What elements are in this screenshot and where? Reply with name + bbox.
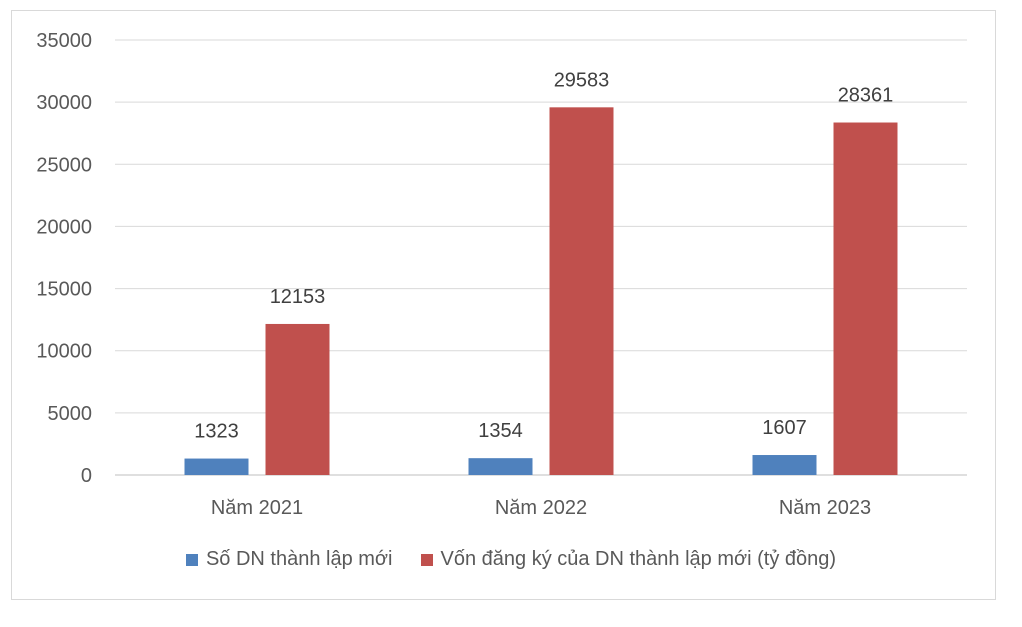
y-tick-label: 15000 [36, 279, 92, 301]
y-tick-label: 0 [81, 465, 92, 487]
y-axis-ticks: 0 5000 10000 15000 20000 25000 30000 35000 [36, 30, 92, 487]
data-labels: 1323 12153 1354 29583 1607 28361 [194, 69, 893, 442]
bar-von-dang-ky-0 [265, 323, 330, 475]
legend-item-series-0: Số DN thành lập mới [185, 548, 393, 571]
y-tick-label: 25000 [36, 154, 92, 176]
bar-so-dn-1 [468, 458, 533, 475]
data-label: 29583 [554, 69, 610, 91]
data-label: 12153 [270, 286, 326, 308]
legend-label-series-0: Số DN thành lập mới [205, 548, 393, 570]
chart-frame [11, 10, 996, 600]
x-tick-label: Năm 2021 [211, 497, 303, 519]
bar-so-dn-0 [184, 458, 249, 475]
legend-swatch-series-0 [185, 553, 198, 566]
data-label: 1354 [478, 420, 523, 442]
data-label: 1607 [762, 417, 807, 439]
legend-label-series-1: Vốn đăng ký của DN thành lập mới (tỷ đồn… [440, 548, 837, 570]
bar-von-dang-ky-1 [549, 107, 614, 476]
y-tick-label: 5000 [48, 403, 93, 425]
x-tick-label: Năm 2022 [495, 497, 587, 519]
legend-item-series-1: Vốn đăng ký của DN thành lập mới (tỷ đồn… [420, 548, 837, 571]
bar-so-dn-2 [752, 455, 817, 475]
y-tick-label: 10000 [36, 341, 92, 363]
data-label: 1323 [194, 421, 239, 443]
data-label: 28361 [838, 85, 894, 107]
gridlines [115, 39, 967, 476]
legend: Số DN thành lập mới Vốn đăng ký của DN t… [0, 548, 1022, 571]
bar-von-dang-ky-2 [833, 122, 898, 476]
y-tick-label: 20000 [36, 216, 92, 238]
legend-swatch-series-1 [420, 553, 433, 566]
y-tick-label: 35000 [36, 30, 92, 52]
x-tick-label: Năm 2023 [779, 497, 871, 519]
bars [184, 107, 898, 476]
y-tick-label: 30000 [36, 92, 92, 114]
x-axis-ticks: Năm 2021 Năm 2022 Năm 2023 [211, 497, 871, 519]
